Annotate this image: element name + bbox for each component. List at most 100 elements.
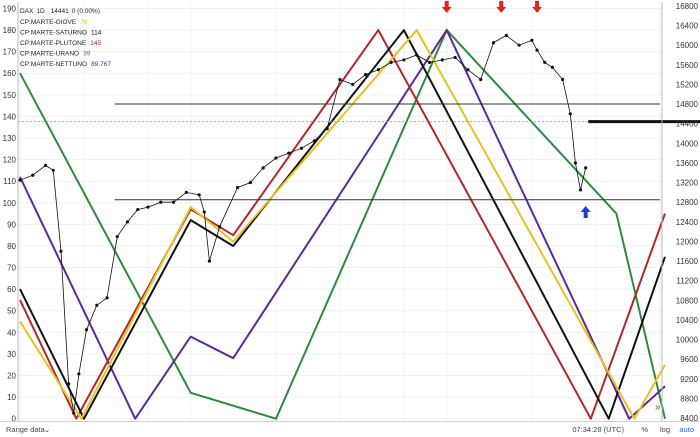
price-point	[578, 188, 583, 192]
right-tick-label: 9600	[680, 355, 698, 364]
left-tick-label: 130	[3, 134, 17, 143]
price-point	[351, 82, 355, 87]
chevron-down-icon[interactable]: ⌄	[44, 425, 51, 434]
right-tick-label: 16800	[676, 2, 699, 11]
price-point	[136, 207, 140, 212]
left-tick-label: 140	[3, 112, 17, 121]
price-point	[274, 156, 278, 160]
right-tick-label: 13200	[676, 179, 699, 188]
price-point	[550, 65, 554, 69]
left-tick-label: 40	[7, 328, 16, 337]
indicator-line	[19, 29, 666, 420]
price-point	[325, 126, 329, 131]
grid	[18, 2, 662, 423]
left-tick-label: 10	[7, 393, 16, 402]
price-series	[18, 33, 588, 415]
legend-entry: CP:MARTE-NETTUNO 89.767	[20, 61, 111, 68]
price-point	[561, 77, 565, 82]
price-point	[415, 53, 419, 57]
price-point	[218, 225, 222, 229]
indicator-line	[19, 29, 666, 420]
scroll-right-icon[interactable]: »	[655, 402, 661, 413]
price-point	[504, 33, 508, 37]
price-point	[376, 68, 380, 72]
price-point	[51, 168, 55, 172]
left-axis[interactable]: 0 10 20 30 40 50 60 70 80 90 100 110 120 130 140 150 160…	[3, 2, 19, 424]
left-tick-label: 120	[3, 156, 17, 165]
price-point	[517, 43, 521, 47]
price-point	[43, 163, 48, 167]
price-point	[248, 180, 252, 185]
price-point	[573, 161, 578, 165]
range-data-button[interactable]: Range data	[6, 425, 45, 434]
right-tick-label: 10000	[676, 336, 699, 345]
price-point	[466, 68, 470, 72]
price-point	[59, 249, 63, 253]
right-tick-label: 14400	[676, 120, 699, 129]
price-point	[543, 60, 547, 64]
price-point	[479, 77, 483, 82]
right-tick-label: 12800	[676, 198, 699, 207]
right-tick-label: 8800	[680, 394, 698, 403]
legend-value: 39	[83, 51, 91, 58]
price-point	[235, 185, 240, 190]
price-point	[312, 139, 316, 143]
percent-toggle[interactable]: %	[641, 425, 648, 434]
legend-value: 114	[91, 30, 102, 37]
down-arrow-icon	[496, 0, 507, 13]
price-point	[159, 200, 163, 204]
indicator-line	[19, 29, 666, 420]
price-point	[31, 173, 35, 177]
legend-entry: CP:MARTE-GIOVE 70	[20, 19, 88, 26]
left-tick-label: 150	[3, 91, 17, 100]
down-arrow-icon	[532, 0, 543, 13]
price-point	[530, 38, 534, 42]
price-point	[105, 296, 109, 300]
price-point	[389, 60, 393, 64]
up-arrow-icon	[580, 206, 591, 219]
price-point	[125, 220, 130, 224]
left-tick-label: 110	[3, 177, 16, 186]
right-tick-label: 8400	[680, 414, 698, 423]
price-line	[19, 34, 587, 414]
legend-symbol: DAX 1D 14441 0 (0.00%)	[20, 8, 100, 15]
left-tick-label: 160	[3, 69, 17, 78]
right-tick-label: 15600	[676, 61, 699, 70]
legend-value: 70	[80, 19, 88, 26]
legend-label: CP:MARTE-SATURNO	[20, 30, 87, 37]
right-tick-label: 10800	[676, 296, 699, 305]
left-tick-label: 60	[7, 285, 16, 294]
auto-toggle[interactable]: auto	[679, 425, 694, 434]
price-point	[18, 178, 22, 182]
down-arrow-icon	[441, 0, 452, 13]
legend-entry: CP:MARTE-URANO 39	[20, 51, 91, 58]
right-tick-label: 16000	[676, 41, 699, 50]
horizontal-lines[interactable]	[18, 103, 700, 201]
price-point	[171, 200, 176, 204]
legend-entry: CP:MARTE-PLUTONE 145	[20, 40, 101, 47]
right-tick-label: 9200	[680, 375, 698, 384]
right-tick-label: 11600	[676, 257, 698, 266]
left-tick-label: 100	[3, 199, 17, 208]
price-point	[95, 303, 99, 307]
price-point	[299, 146, 304, 150]
left-tick-label: 30	[7, 350, 16, 359]
markers	[441, 0, 591, 219]
left-tick-label: 0	[12, 415, 17, 424]
price-point	[568, 112, 572, 116]
indicator-series	[19, 29, 666, 420]
left-tick-label: 50	[7, 307, 16, 316]
right-axis[interactable]: 8400 8800 9200 9600 10000 10400 10800 11200 1160…	[661, 2, 699, 423]
price-point	[453, 55, 457, 60]
indicator-line	[19, 29, 666, 420]
price-point	[427, 60, 432, 64]
log-toggle[interactable]: log	[659, 425, 670, 434]
price-point	[202, 210, 206, 214]
indicator-line	[19, 29, 666, 420]
price-point	[77, 372, 81, 376]
right-tick-label: 14800	[676, 100, 699, 109]
legend-value: 145	[90, 40, 101, 47]
legend-label: CP:MARTE-PLUTONE	[20, 40, 87, 47]
price-point	[261, 166, 265, 170]
